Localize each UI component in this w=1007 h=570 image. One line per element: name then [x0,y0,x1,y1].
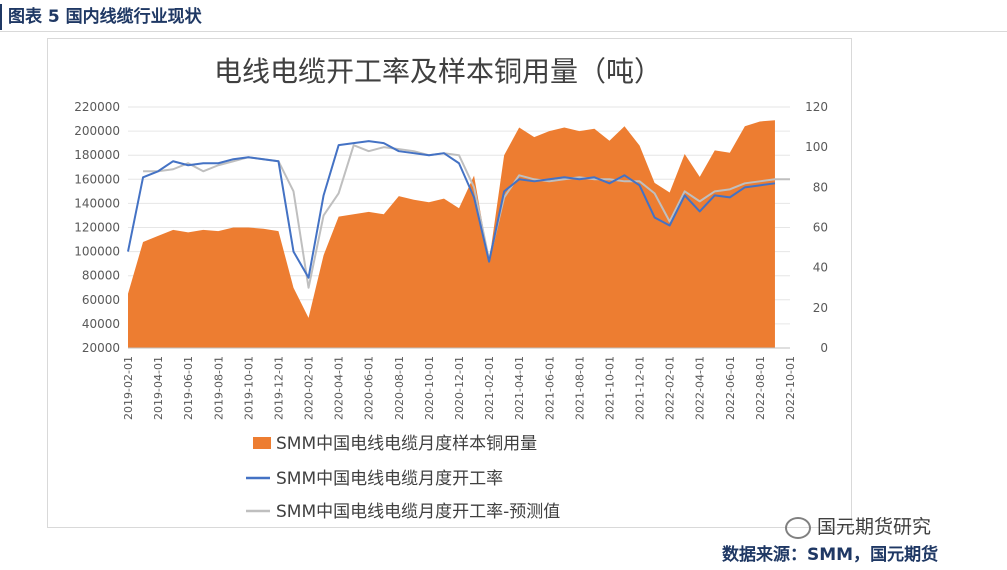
x-tick-label: 2019-06-01 [182,356,195,420]
copper-usage-area-layer [128,120,775,348]
watermark-text: 国元期货研究 [817,516,932,538]
x-tick-label: 2022-02-01 [664,356,677,420]
x-tick-label: 2021-10-01 [603,356,616,420]
x-tick-label: 2020-08-01 [393,356,406,420]
watermark: 国元期货研究 [785,512,931,539]
left-tick-label: 40000 [82,317,120,331]
series-operating-rate-line [127,140,776,279]
x-tick-label: 2019-02-01 [122,356,135,420]
chart-title: 电线电缆开工率及样本铜用量（吨） [214,55,662,88]
source-note: 数据来源：SMM，国元期货 [722,545,939,565]
operating-rate-lines-layer [127,140,790,289]
right-tick-label: 60 [813,221,828,235]
x-tick-label: 2020-12-01 [453,356,466,420]
right-tick-label: 40 [813,261,828,275]
x-tick-label: 2020-02-01 [303,356,316,420]
right-tick-label: 20 [813,301,828,315]
x-tick-label: 2022-08-01 [754,356,767,420]
legend-label-rate: SMM中国电线电缆月度开工率 [276,469,503,489]
left-axis-ticks: 220000 200000 180000 160000 140000 120000 1000… [74,100,120,355]
x-tick-label: 2022-10-01 [784,356,797,420]
wechat-icon [785,516,811,539]
x-tick-label: 2021-04-01 [513,356,526,420]
right-tick-label: 100 [805,140,828,154]
series-copper-usage-area [128,120,775,348]
x-tick-label: 2020-06-01 [363,356,376,420]
x-tick-label: 2020-10-01 [423,356,436,420]
x-tick-label: 2019-10-01 [242,356,255,420]
x-tick-label: 2022-04-01 [694,356,707,420]
legend: SMM中国电线电缆月度样本铜用量 SMM中国电线电缆月度开工率 SMM中国电线电… [246,434,560,522]
left-tick-label: 120000 [74,221,120,235]
left-tick-label: 20000 [82,341,120,355]
x-tick-label: 2019-04-01 [152,356,165,420]
left-tick-label: 200000 [74,124,120,138]
right-tick-label: 120 [805,100,828,114]
chart-svg: 电线电缆开工率及样本铜用量（吨） 22000020000018000016000… [74,55,828,522]
x-tick-label: 2021-02-01 [483,356,496,420]
left-tick-label: 60000 [82,293,120,307]
x-tick-label: 2021-06-01 [543,356,556,420]
left-tick-label: 180000 [74,148,120,162]
legend-swatch-area [253,437,271,449]
x-tick-label: 2021-12-01 [634,356,647,420]
left-tick-label: 100000 [74,245,120,259]
x-axis-ticks: 2019-02-01 2019-04-01 2019-06-01 2019-08-01… [122,347,797,420]
x-tick-label: 2022-06-01 [724,356,737,420]
left-tick-label: 140000 [74,196,120,210]
left-tick-label: 80000 [82,269,120,283]
right-tick-label: 80 [813,180,828,194]
legend-label-forecast: SMM中国电线电缆月度开工率-预测值 [276,502,560,522]
x-tick-label: 2021-08-01 [573,356,586,420]
title-divider [0,31,1007,32]
legend-label-area: SMM中国电线电缆月度样本铜用量 [276,434,537,454]
left-tick-label: 160000 [74,172,120,186]
right-tick-label: 0 [820,341,828,355]
x-tick-label: 2019-12-01 [272,356,285,420]
figure-title: 图表 5 国内线缆行业现状 [0,4,202,30]
x-tick-label: 2019-08-01 [212,356,225,420]
x-tick-label: 2020-04-01 [333,356,346,420]
left-tick-label: 220000 [74,100,120,114]
right-axis-ticks: 120 100 80 60 40 20 0 [805,100,828,355]
chart-container: 电线电缆开工率及样本铜用量（吨） 220000 200000 180000 16000… [47,38,852,528]
